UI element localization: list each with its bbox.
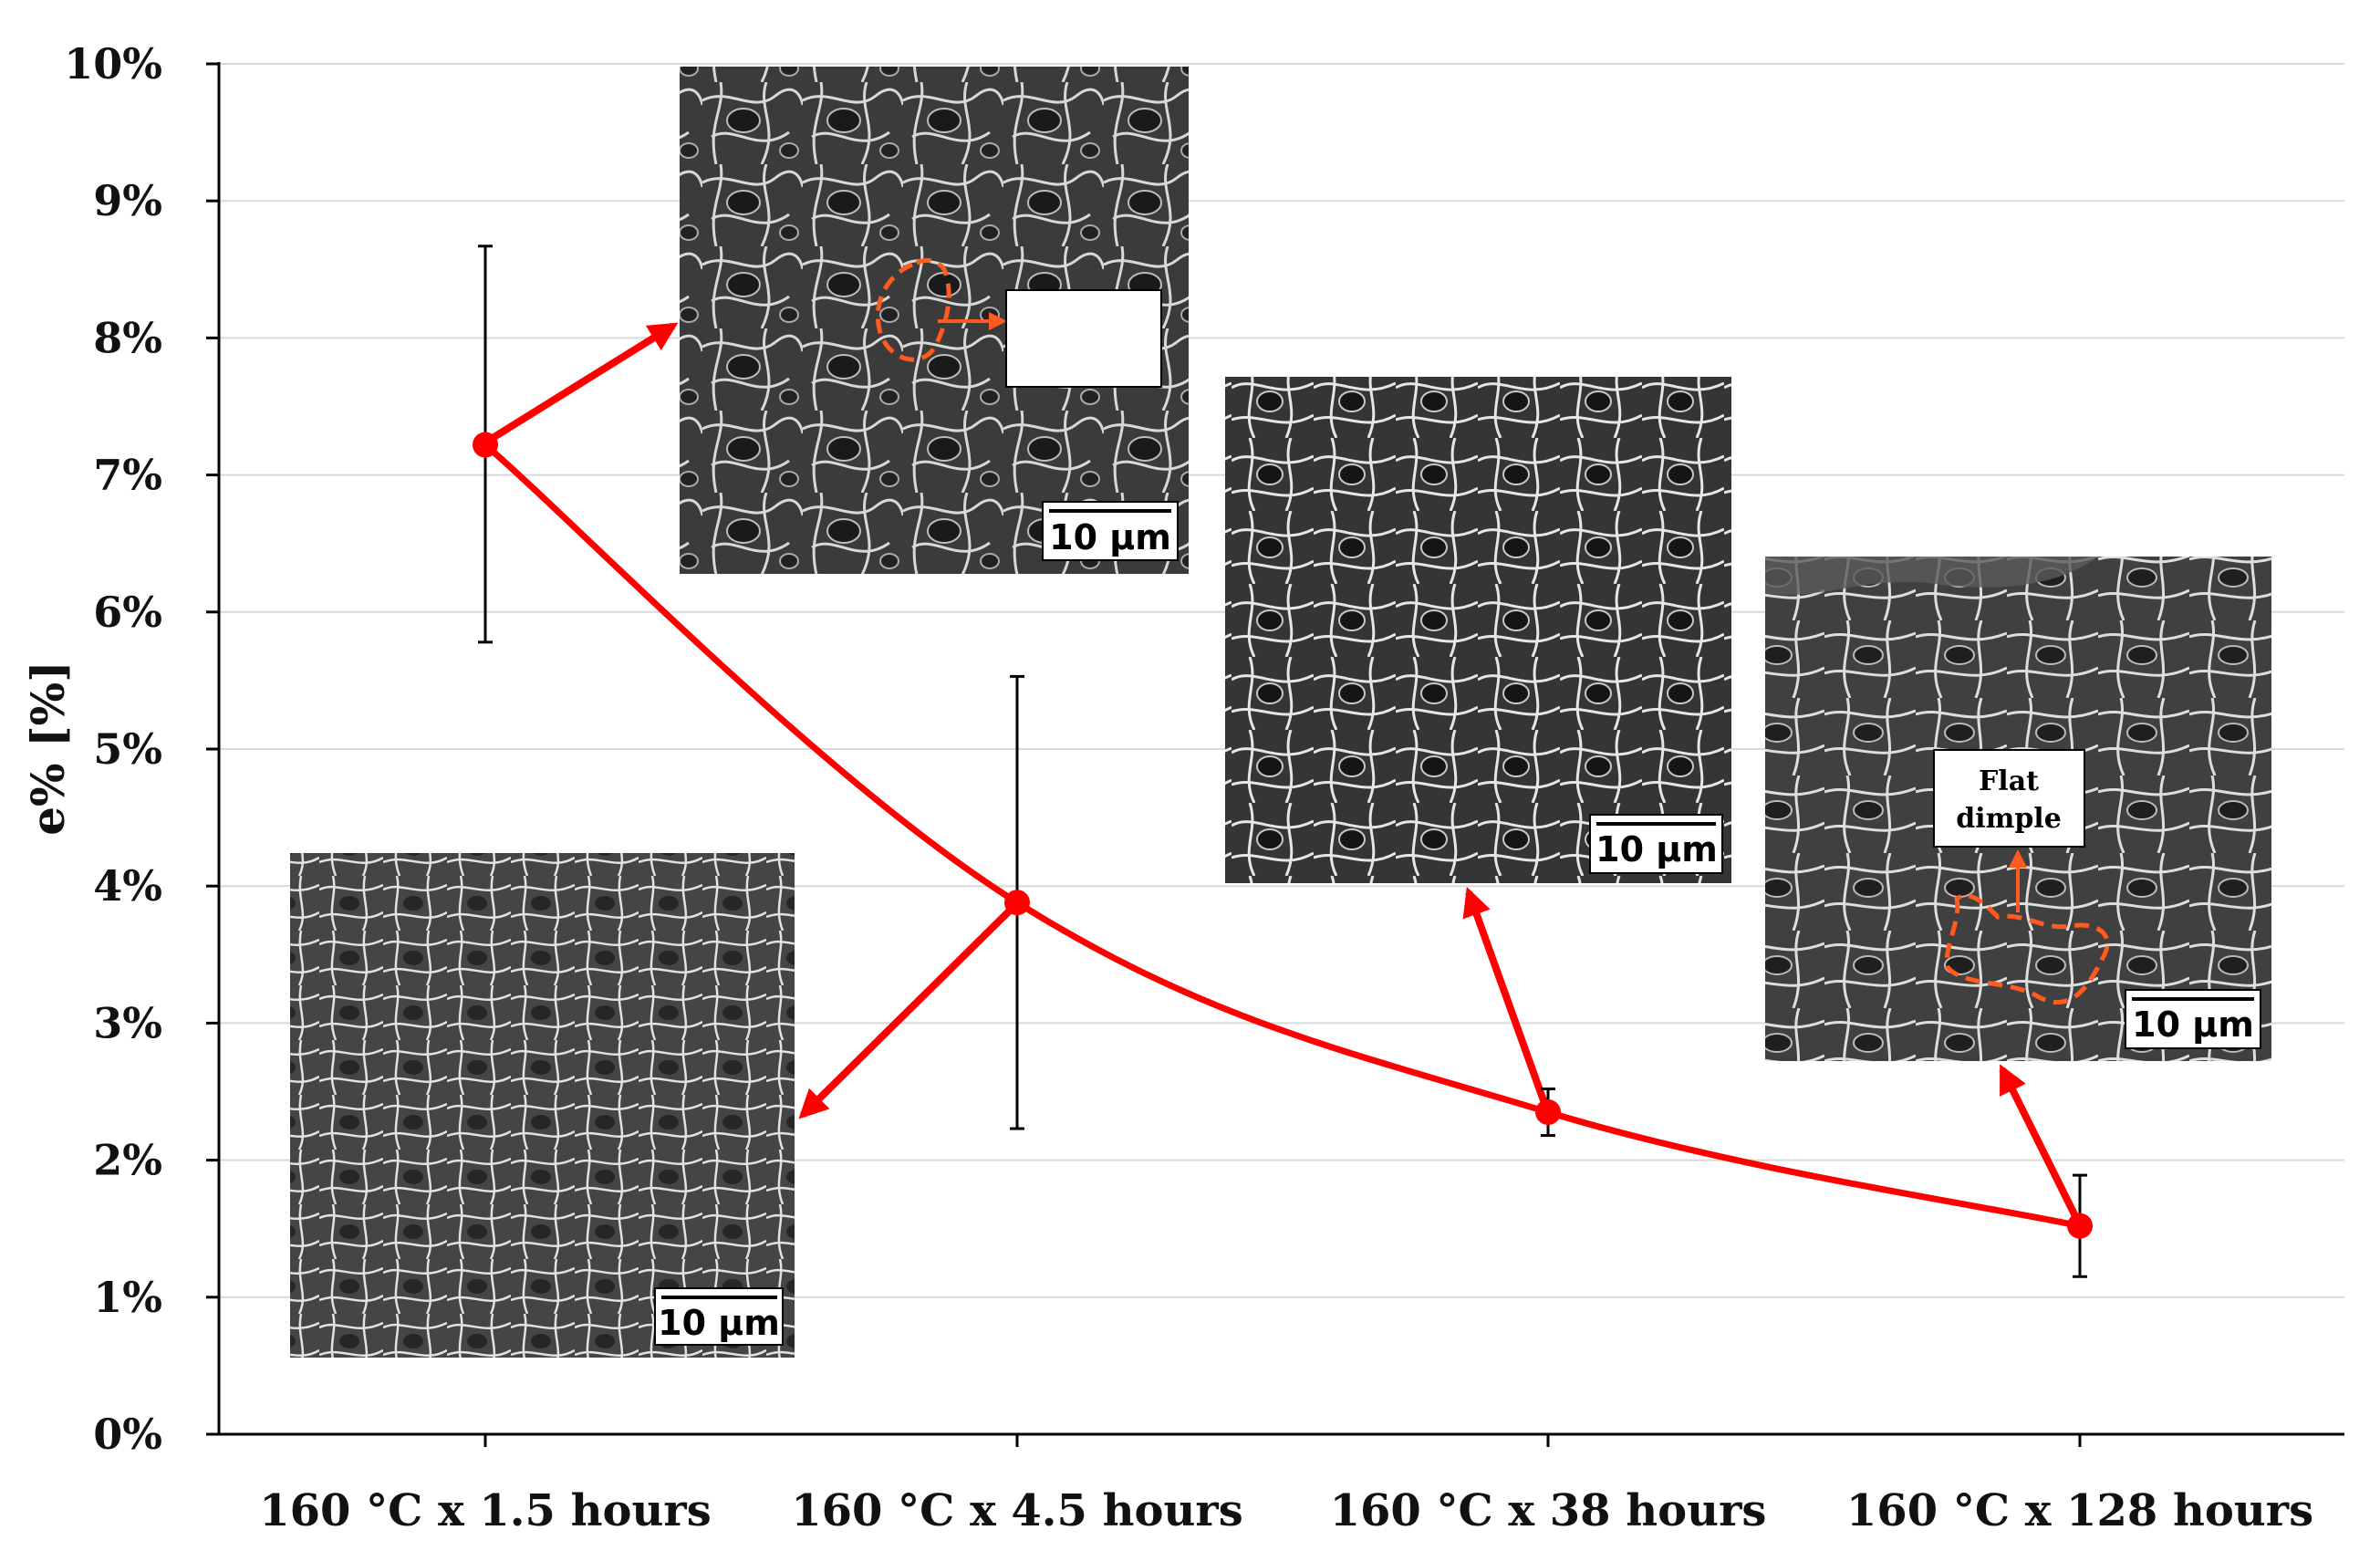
flat-dimple-outline xyxy=(1944,893,2110,1005)
scale-bar-label: 10 µm xyxy=(1595,829,1718,869)
scale-bar-label: 10 µm xyxy=(2132,1005,2254,1045)
y-tick-label: 10% xyxy=(64,39,162,88)
scale-bar-label: 10 µm xyxy=(1049,517,1171,557)
y-tick-label: 2% xyxy=(93,1136,162,1185)
micrograph-128h: Flat dimple 10 µm xyxy=(1765,557,2271,1061)
inset-link-arrows xyxy=(483,322,2084,1227)
category-label: 160 °C x 1.5 hours xyxy=(259,1485,712,1536)
series-line xyxy=(483,442,2081,1230)
deep-dimple-outline xyxy=(875,257,951,362)
y-tick-label: 8% xyxy=(93,313,162,362)
y-tick-label: 3% xyxy=(93,998,162,1047)
y-tick-label: 7% xyxy=(93,451,162,500)
data-point xyxy=(1535,1099,1561,1126)
category-labels: 160 °C x 1.5 hours 160 °C x 4.5 hours 160 … xyxy=(259,1485,2313,1536)
micrograph-1.5h: 10 µm xyxy=(290,853,795,1358)
y-tick-label: 9% xyxy=(93,176,162,225)
y-axis-label: e% [%] xyxy=(21,661,75,836)
deep-dimple-callout xyxy=(1005,289,1162,388)
flat-dimple-label-line1: Flat xyxy=(1979,765,2039,797)
data-points xyxy=(473,432,2093,1239)
data-point xyxy=(2067,1213,2093,1239)
category-label: 160 °C x 4.5 hours xyxy=(791,1485,1243,1536)
y-tick-label: 5% xyxy=(93,724,162,774)
scale-bar-label: 10 µm xyxy=(658,1303,780,1343)
link-arrow-128h xyxy=(1999,1064,2084,1227)
y-tick-label: 1% xyxy=(93,1273,162,1322)
data-point xyxy=(1004,890,1030,916)
x-tick-marks xyxy=(483,1434,2082,1447)
y-tick-labels: 0% 1% 2% 3% 4% 5% 6% 7% 8% 9% 10% xyxy=(64,39,219,1459)
flat-dimple-label-line2: dimple xyxy=(1956,803,2062,835)
link-arrow-1.5h xyxy=(483,322,679,446)
flat-dimple-callout xyxy=(1933,749,2085,848)
category-label: 160 °C x 38 hours xyxy=(1330,1485,1767,1536)
link-arrow-38h xyxy=(1462,886,1552,1115)
micrograph-4.5h: 10 µm xyxy=(680,67,1189,574)
category-label: 160 °C x 128 hours xyxy=(1846,1485,2313,1536)
y-tick-label: 6% xyxy=(93,588,162,637)
micrograph-38h: 10 µm xyxy=(1225,377,1731,883)
data-point xyxy=(473,432,498,458)
y-tick-label: 0% xyxy=(93,1410,162,1459)
link-arrow-4.5h xyxy=(798,900,1020,1119)
y-tick-label: 4% xyxy=(93,861,162,911)
